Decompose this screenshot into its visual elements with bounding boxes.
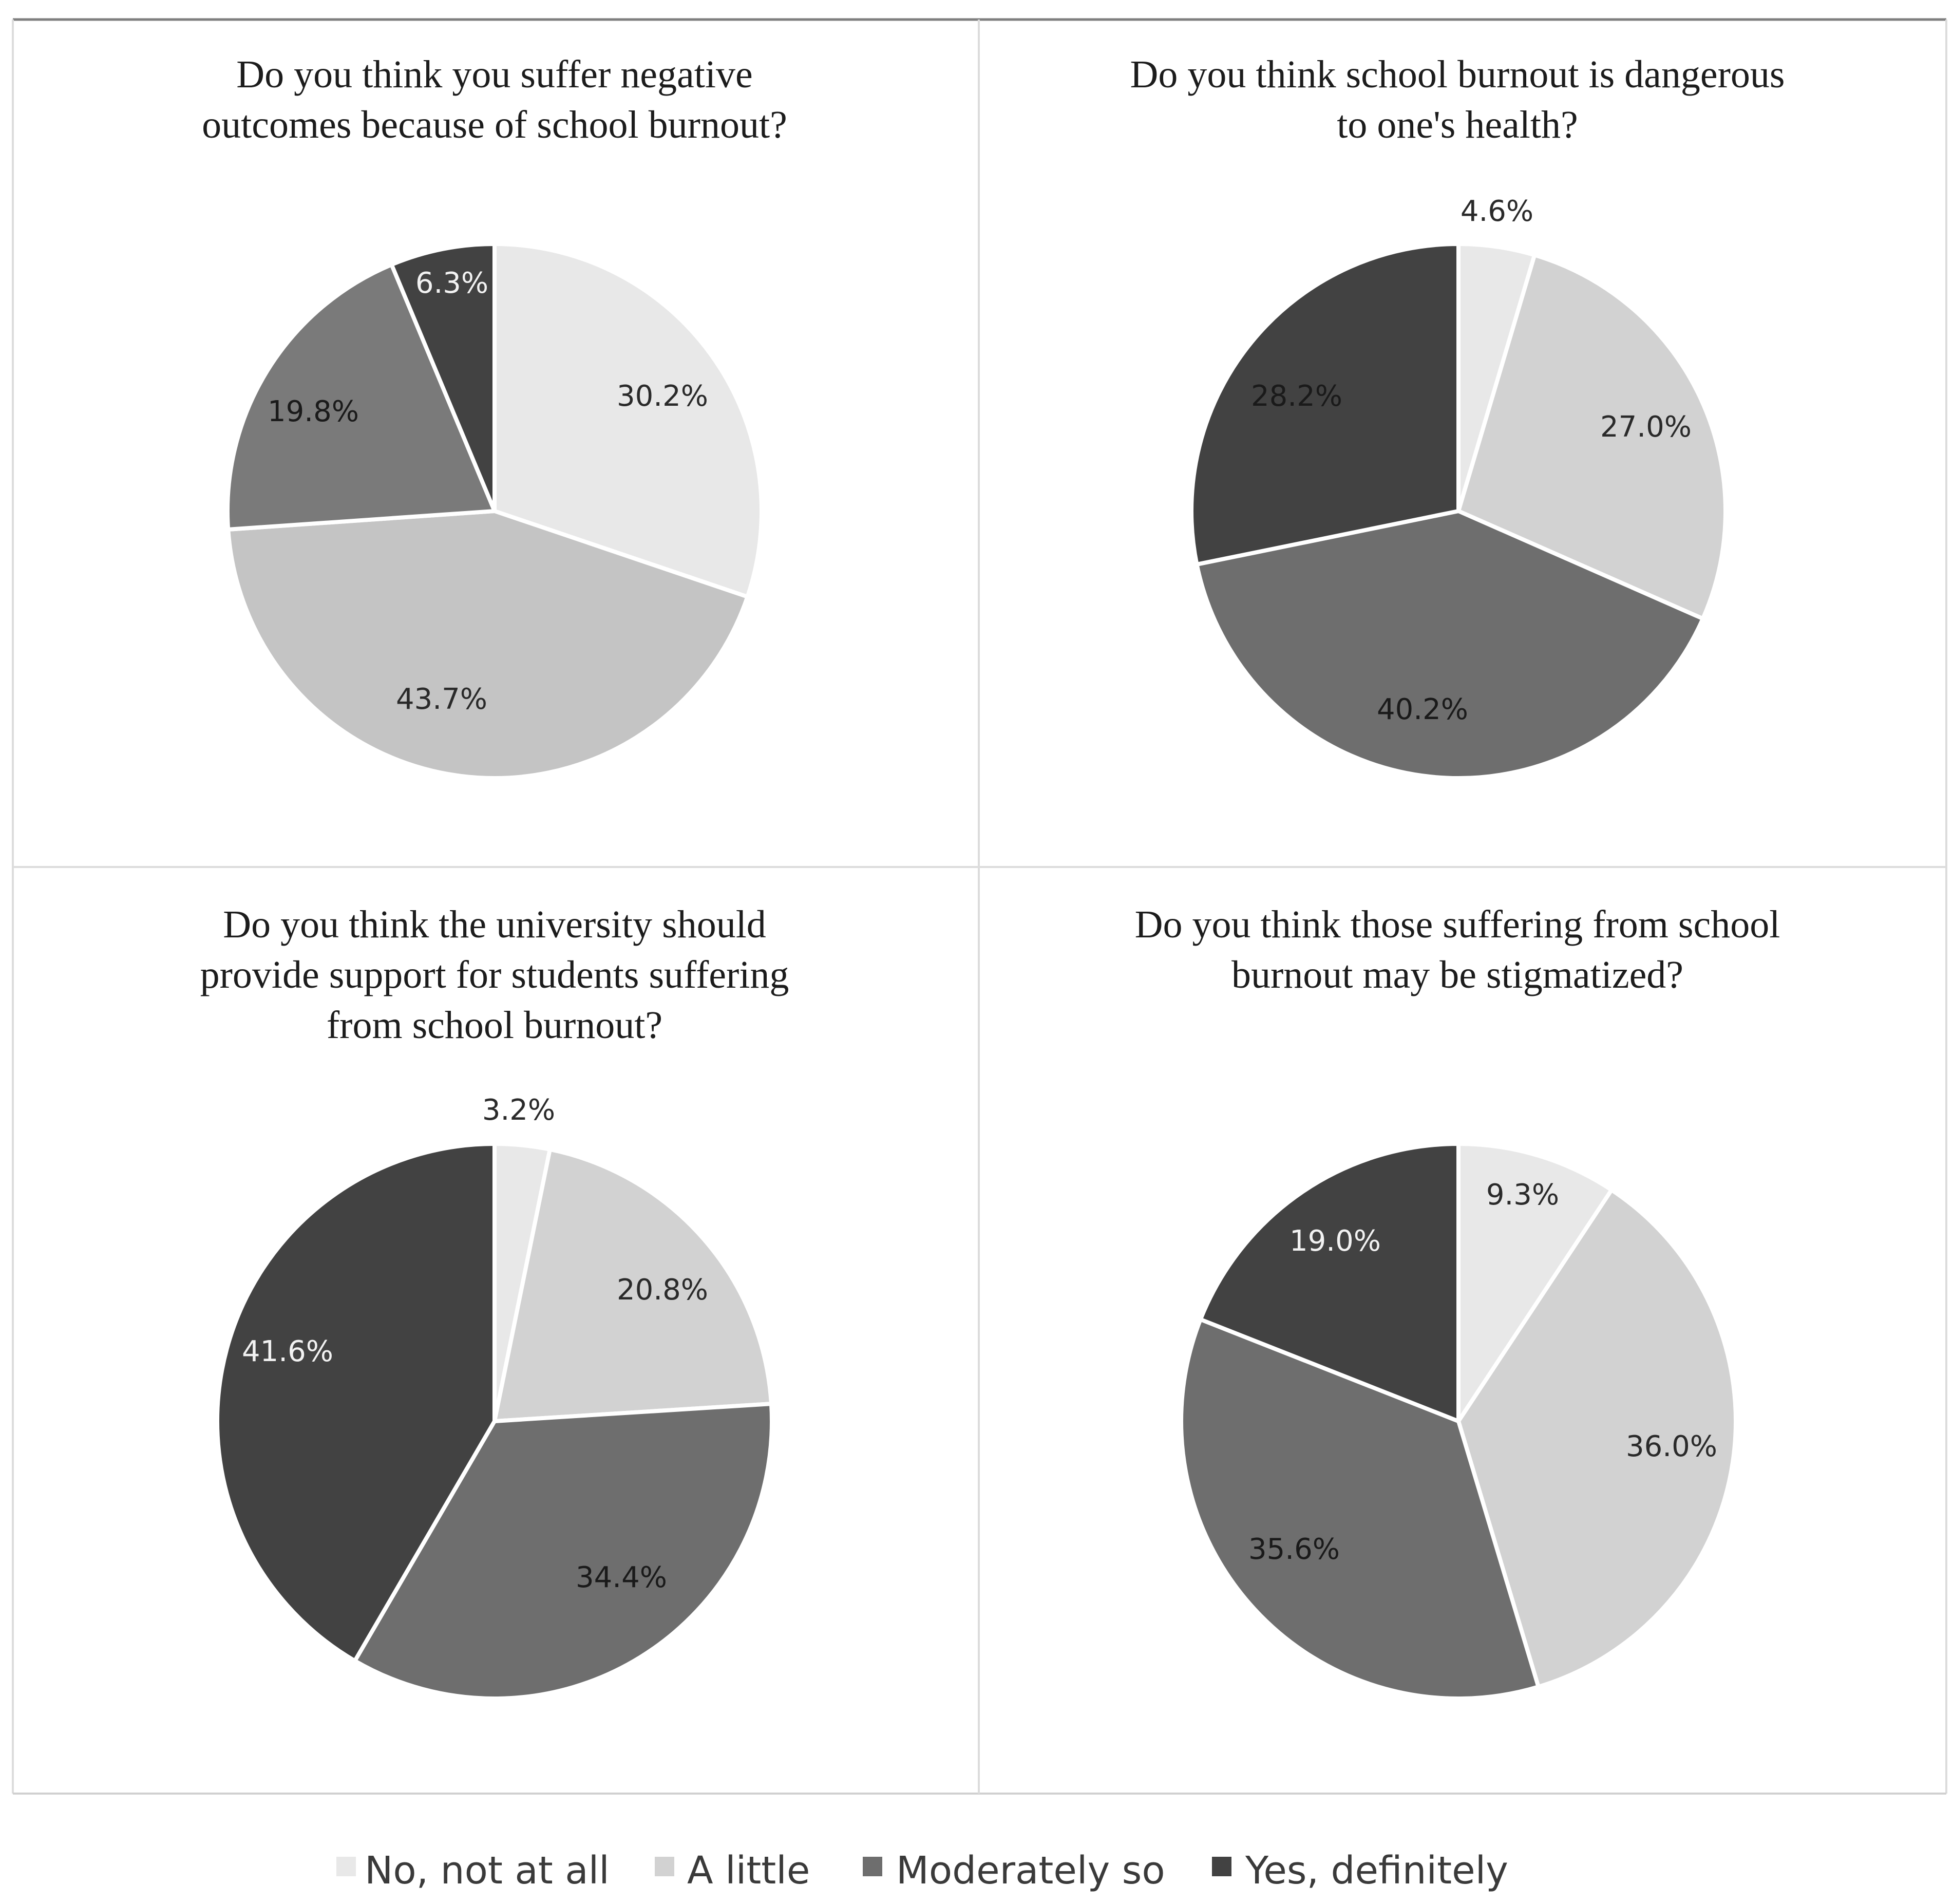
- data-label-yes-definitely: 41.6%: [242, 1335, 333, 1368]
- pie-slices: [225, 242, 764, 780]
- data-label-a-little: 27.0%: [1600, 410, 1692, 444]
- data-label-a-little: 43.7%: [396, 683, 487, 716]
- pie-slice-moderately-so: [1194, 509, 1705, 780]
- data-label-moderately-so: 35.6%: [1248, 1533, 1340, 1566]
- pie-panel-dangerous-to-health: Do you think school burnout is dangerous…: [1130, 53, 1785, 780]
- pie-data-labels: 30.2% 43.7% 19.8% 6.3%: [268, 267, 708, 716]
- data-label-no-not-at-all: 9.3%: [1486, 1178, 1559, 1212]
- pie-slices: [1189, 242, 1728, 780]
- pie-slice-moderately-so: [353, 1402, 774, 1701]
- pie-slice-no-not-at-all: [492, 242, 764, 599]
- data-label-yes-definitely: 28.2%: [1251, 380, 1342, 413]
- pie-slice-a-little: [1456, 253, 1728, 621]
- chart-title-line-3: from school burnout?: [327, 1004, 662, 1047]
- legend-swatch-moderately-so: [863, 1857, 882, 1876]
- pie-slice-moderately-so: [225, 262, 497, 532]
- data-label-no-not-at-all: 3.2%: [482, 1094, 555, 1127]
- data-label-a-little: 20.8%: [617, 1273, 708, 1307]
- pie-slice-yes-definitely: [1198, 1142, 1461, 1423]
- pie-slice-yes-definitely: [1189, 242, 1461, 567]
- data-label-a-little: 36.0%: [1626, 1430, 1717, 1463]
- pie-panel-negative-outcomes: Do you think you suffer negative outcome…: [202, 53, 787, 780]
- pie-slice-yes-definitely: [215, 1142, 497, 1663]
- data-label-yes-definitely: 19.0%: [1290, 1224, 1381, 1258]
- panel-grid: [12, 18, 1947, 1795]
- chart-title-line-1: Do you think school burnout is dangerous: [1130, 53, 1785, 96]
- legend-label-no-not-at-all: No, not at all: [365, 1849, 610, 1893]
- data-label-no-not-at-all: 30.2%: [617, 380, 708, 413]
- data-label-no-not-at-all: 4.6%: [1461, 195, 1533, 228]
- pie-panel-stigmatized: Do you think those suffering from school…: [1135, 903, 1780, 1701]
- pie-slice-yes-definitely: [389, 242, 497, 513]
- data-label-moderately-so: 34.4%: [576, 1561, 667, 1594]
- data-label-moderately-so: 19.8%: [268, 395, 359, 428]
- data-label-yes-definitely: 6.3%: [415, 267, 488, 300]
- pie-data-labels: 4.6% 27.0% 40.2% 28.2%: [1251, 195, 1692, 726]
- pie-slice-moderately-so: [1179, 1317, 1541, 1701]
- chart-title-line-2: provide support for students suffering: [200, 953, 789, 996]
- chart-legend: No, not at all A little Moderately so Ye…: [336, 1849, 1508, 1893]
- chart-title-line-1: Do you think you suffer negative: [236, 53, 752, 96]
- chart-title-line-1: Do you think those suffering from school: [1135, 903, 1780, 946]
- legend-label-a-little: A little: [687, 1849, 810, 1893]
- pie-slice-no-not-at-all: [1456, 1142, 1614, 1423]
- pie-slice-a-little: [492, 1147, 773, 1423]
- pie-slice-a-little: [226, 509, 750, 780]
- chart-title-line-1: Do you think the university should: [223, 903, 766, 946]
- legend-swatch-yes-definitely: [1212, 1857, 1231, 1876]
- data-label-moderately-so: 40.2%: [1377, 693, 1468, 726]
- pie-slice-a-little: [1456, 1187, 1738, 1689]
- chart-title-line-2: outcomes because of school burnout?: [202, 103, 787, 146]
- pie-slices: [215, 1142, 774, 1701]
- pie-panel-university-support: Do you think the university should provi…: [200, 903, 789, 1701]
- pie-data-labels: 3.2% 20.8% 34.4% 41.6%: [242, 1094, 708, 1594]
- pie-data-labels: 9.3% 36.0% 35.6% 19.0%: [1248, 1178, 1717, 1566]
- legend-label-moderately-so: Moderately so: [896, 1849, 1165, 1893]
- chart-title-line-2: burnout may be stigmatized?: [1231, 953, 1683, 996]
- legend-swatch-a-little: [655, 1857, 674, 1876]
- legend-label-yes-definitely: Yes, definitely: [1245, 1849, 1508, 1893]
- legend-swatch-no-not-at-all: [336, 1857, 356, 1876]
- chart-title-line-2: to one's health?: [1337, 103, 1578, 146]
- pie-slices: [1179, 1142, 1738, 1701]
